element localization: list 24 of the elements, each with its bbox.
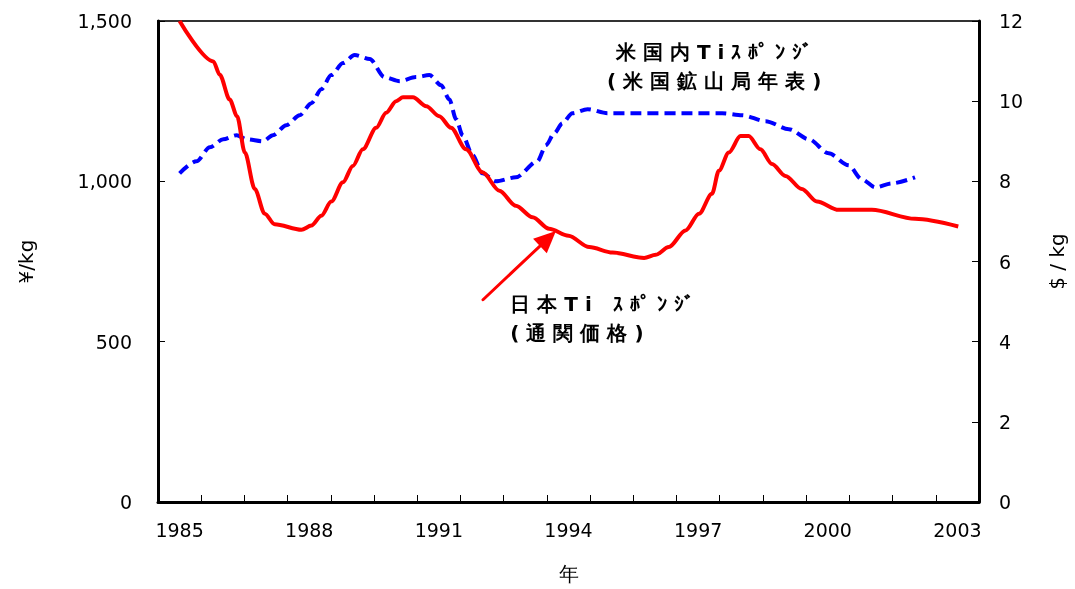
x-tick-label: 1985: [155, 518, 204, 541]
x-tick-label: 1997: [673, 518, 723, 541]
y2-tick-label: 8: [999, 170, 1012, 193]
x-tick-label: 1994: [544, 518, 593, 541]
y-tick-label: 1,500: [77, 10, 132, 32]
y2-tick-label: 10: [999, 90, 1024, 113]
text: 日本Ti ｽﾎﾟﾝｼﾞ (通関価格): [510, 291, 701, 348]
x-tick-label: 1988: [285, 518, 334, 541]
y2-tick-label: 12: [999, 10, 1024, 32]
x-tick-label: 2000: [803, 518, 852, 541]
y2-tick-label: 2: [999, 410, 1012, 433]
x-tick-label: 1991: [414, 518, 464, 541]
y2-axis-title: $ / kg: [1045, 233, 1069, 290]
y-axis-title: ¥/kg: [14, 239, 38, 284]
y2-tick-label: 0: [999, 491, 1012, 513]
x-tick-label: 2003: [933, 518, 982, 541]
y-tick-label: 1,000: [77, 170, 132, 193]
y2-tick-label: 4: [999, 330, 1012, 353]
y-tick-label: 0: [119, 491, 132, 513]
y2-tick-label: 6: [999, 250, 1012, 273]
x-axis-title: 年: [558, 562, 579, 586]
series-label: 米国内Tiｽﾎﾟﾝｼﾞ (米国鉱山局年表): [606, 38, 829, 95]
y-tick-label: 500: [95, 330, 132, 353]
line-series: [177, 19, 961, 260]
